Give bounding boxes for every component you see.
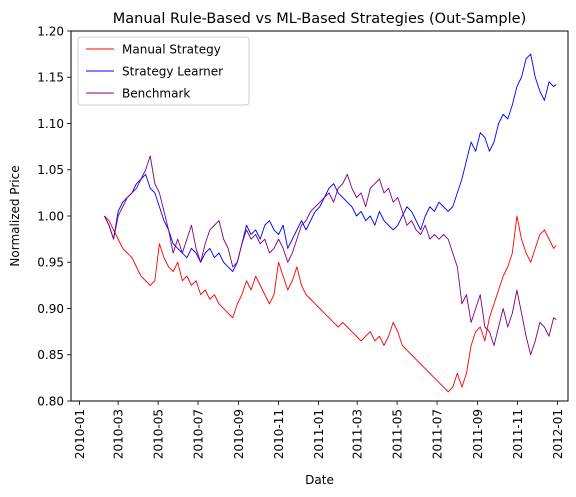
- x-tick-label: 2011-03: [350, 409, 364, 459]
- y-axis: 0.80 0.85 0.90 0.95 1.00 1.05 1.10 1.15 1.20: [37, 24, 71, 408]
- x-axis-title: Date: [305, 473, 334, 487]
- x-tick-label: 2012-01: [551, 409, 565, 459]
- y-axis-title: Normalized Price: [8, 165, 22, 266]
- x-tick-label: 2010-05: [151, 409, 165, 459]
- x-tick-label: 2010-07: [191, 409, 205, 459]
- y-tick-label: 0.90: [37, 302, 64, 316]
- y-tick-label: 1.15: [37, 71, 64, 85]
- x-tick-label: 2011-05: [390, 409, 404, 459]
- x-tick-label: 2010-09: [232, 409, 246, 459]
- legend-box: [77, 36, 250, 106]
- x-axis: 2010-01 2010-03 2010-05 2010-07 2010-09 2010-…: [73, 401, 565, 459]
- y-tick-label: 1.05: [37, 163, 64, 177]
- y-tick-label: 0.80: [37, 394, 64, 408]
- x-tick-label: 2011-09: [471, 409, 485, 459]
- x-tick-label: 2011-11: [511, 409, 525, 459]
- legend-label: Strategy Learner: [122, 64, 223, 78]
- series-line-3: [103, 155, 557, 356]
- x-tick-label: 2011-01: [312, 409, 326, 459]
- legend-label: Benchmark: [122, 86, 190, 100]
- y-tick-label: 0.85: [37, 348, 64, 362]
- y-tick-label: 1.10: [37, 117, 64, 131]
- series-line-2: [103, 53, 557, 272]
- x-tick-label: 2010-11: [272, 409, 286, 459]
- series-line-1: [104, 215, 557, 393]
- legend: Manual Strategy Strategy Learner Benchmark: [77, 36, 250, 106]
- x-tick-label: 2010-01: [73, 409, 87, 459]
- legend-label: Manual Strategy: [122, 42, 221, 56]
- chart-title: Manual Rule-Based vs ML-Based Strategies…: [113, 11, 526, 27]
- y-tick-label: 0.95: [37, 256, 64, 270]
- y-tick-label: 1.00: [37, 209, 64, 223]
- x-tick-label: 2010-03: [111, 409, 125, 459]
- y-tick-label: 1.20: [37, 24, 64, 38]
- x-tick-label: 2011-07: [430, 409, 444, 459]
